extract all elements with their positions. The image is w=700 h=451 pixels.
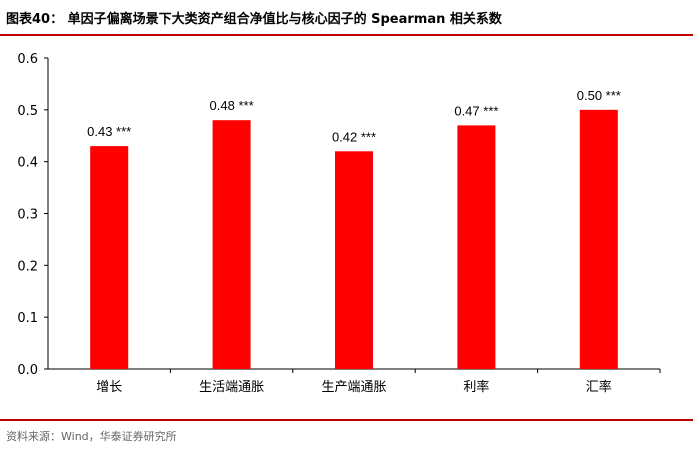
- y-axis-ticks: 0.0 0.1 0.2 0.3 0.4 0.5 0.6: [17, 52, 48, 378]
- x-axis-labels: 增长 生活端通胀 生产端通胀 利率 汇率: [96, 369, 661, 395]
- bar: [90, 146, 129, 369]
- bar-data-label: 0.50 ***: [577, 88, 621, 103]
- bar-data-label: 0.42 ***: [332, 129, 376, 144]
- x-tick-label: 生活端通胀: [199, 380, 264, 395]
- bar: [579, 109, 618, 369]
- top-rule: [0, 34, 693, 36]
- bar: [457, 125, 496, 369]
- x-tick-label: 汇率: [586, 379, 612, 395]
- x-tick-label: 生产端通胀: [321, 380, 386, 395]
- y-tick-label: 0.6: [17, 52, 38, 67]
- y-tick-label: 0.4: [17, 156, 38, 171]
- y-tick-label: 0.3: [17, 208, 38, 223]
- bar-data-label: 0.48 ***: [210, 98, 254, 113]
- y-tick-label: 0.5: [17, 104, 38, 119]
- x-tick-label: 增长: [96, 380, 122, 395]
- bar-data-label: 0.47 ***: [454, 103, 498, 118]
- source-note: 资料来源：Wind，华泰证券研究所: [6, 430, 177, 443]
- bar: [212, 120, 251, 369]
- x-tick-label: 利率: [463, 379, 489, 395]
- bar: [335, 151, 373, 369]
- bar-data-label: 0.43 ***: [87, 124, 131, 139]
- bars: 0.43 *** 0.48 *** 0.42 *** 0.47 *** 0.50 ***: [87, 88, 621, 369]
- y-tick-label: 0.0: [17, 363, 38, 378]
- y-tick-label: 0.1: [17, 311, 38, 326]
- chart-title: 图表40： 单因子偏离场景下大类资产组合净值比与核心因子的 Spearman 相…: [6, 12, 502, 27]
- y-tick-label: 0.2: [17, 259, 38, 274]
- bottom-rule: [0, 419, 693, 421]
